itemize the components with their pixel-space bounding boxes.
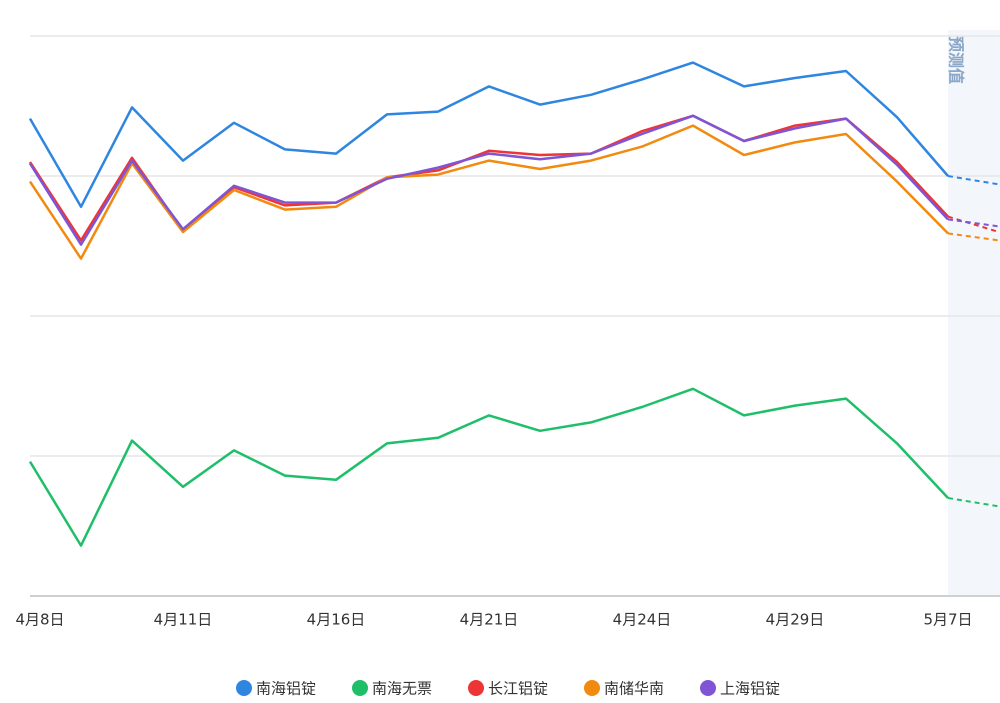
legend-marker bbox=[584, 680, 600, 696]
x-tick-label: 4月11日 bbox=[154, 611, 213, 629]
forecast-label: 预测值 bbox=[947, 36, 966, 84]
legend-marker bbox=[468, 680, 484, 696]
forecast-region bbox=[948, 30, 1000, 596]
series-line bbox=[28, 114, 949, 246]
x-tick-label: 4月21日 bbox=[460, 611, 519, 629]
legend-label: 上海铝锭 bbox=[720, 680, 780, 698]
x-tick-label: 4月24日 bbox=[613, 611, 672, 629]
legend-label: 南海铝锭 bbox=[256, 680, 316, 698]
x-tick-label: 5月7日 bbox=[923, 611, 972, 629]
x-tick-label: 4月8日 bbox=[15, 611, 64, 629]
legend-label: 长江铝锭 bbox=[488, 680, 548, 698]
legend-label: 南海无票 bbox=[372, 680, 432, 698]
series-line bbox=[28, 124, 949, 260]
series-line bbox=[28, 387, 949, 547]
legend-marker bbox=[352, 680, 368, 696]
x-tick-label: 4月29日 bbox=[766, 611, 825, 629]
legend-label: 南储华南 bbox=[604, 680, 664, 698]
series-line bbox=[28, 114, 949, 242]
series-line bbox=[28, 61, 949, 209]
legend-marker bbox=[236, 680, 252, 696]
legend-marker bbox=[700, 680, 716, 696]
x-tick-label: 4月16日 bbox=[307, 611, 366, 629]
